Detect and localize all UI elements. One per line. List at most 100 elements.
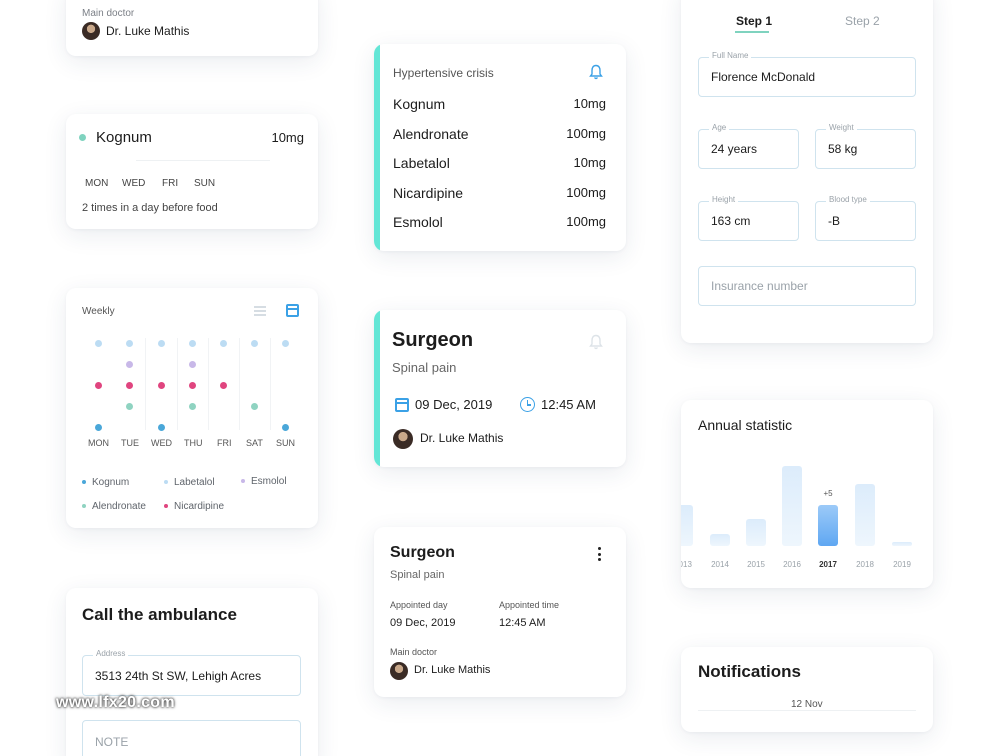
year-label-2019: 2019 — [893, 560, 911, 569]
legend-alendronate: Alendronate — [82, 501, 146, 512]
note-placeholder: NOTE — [95, 735, 129, 749]
weekly-dot — [189, 382, 196, 389]
hypertensive-crisis-card[interactable]: Hypertensive crisis Kognum 10mg Alendrona… — [374, 44, 626, 251]
list-icon[interactable] — [254, 306, 266, 316]
weekly-day-thu: THU — [184, 438, 203, 448]
weekly-dot — [189, 403, 196, 410]
doctor-avatar — [393, 429, 413, 449]
insurance-number-field[interactable]: Insurance number — [698, 266, 916, 306]
annual-statistic-card: Annual statistic 2013 2014 2015 2016 2017 +5 2… — [681, 400, 933, 588]
accent-bar — [374, 44, 380, 251]
weekly-grid-line — [270, 338, 271, 430]
weekly-dot — [220, 340, 227, 347]
weekly-dot — [126, 340, 133, 347]
medication-color-dot — [79, 134, 86, 141]
medication-day-fri: FRI — [162, 178, 179, 189]
bar-2017[interactable] — [818, 504, 838, 546]
medication-card[interactable]: Kognum 10mg MON WED FRI SUN 2 times in a… — [66, 114, 318, 229]
medication-instructions: 2 times in a day before food — [82, 202, 218, 214]
weight-field[interactable]: Weight 58 kg — [815, 123, 916, 169]
surgeon-title: Surgeon — [392, 329, 474, 351]
bell-outline-icon[interactable] — [589, 334, 603, 350]
doctor-name: Dr. Luke Mathis — [414, 664, 491, 676]
tab-step-1-underline — [735, 31, 769, 33]
legend-nicardipine: Nicardipine — [164, 501, 224, 512]
tab-step-1[interactable]: Step 1 — [736, 14, 773, 28]
blood-type-value: -B — [828, 214, 840, 228]
main-doctor-card: Main doctor Dr. Luke Mathis — [66, 0, 318, 56]
medication-name: Kognum — [96, 129, 152, 146]
weekly-dot — [126, 361, 133, 368]
weekly-dot — [282, 424, 289, 431]
weekly-dot — [158, 424, 165, 431]
bar-2018[interactable] — [855, 484, 875, 546]
crisis-item-name: Esmolol — [393, 214, 443, 230]
bell-icon[interactable] — [589, 64, 603, 80]
legend-kognum: Kognum — [82, 477, 129, 488]
doctor-avatar — [390, 662, 408, 680]
ambulance-title: Call the ambulance — [82, 605, 237, 624]
weekly-grid-line — [239, 338, 240, 430]
year-label-2017: 2017 — [819, 560, 837, 569]
patient-form-card: Step 1 Step 2 Full Name Florence McDonal… — [681, 0, 933, 343]
weekly-dot — [189, 340, 196, 347]
blood-type-label: Blood type — [826, 195, 870, 204]
weekly-dot — [189, 361, 196, 368]
age-field[interactable]: Age 24 years — [698, 123, 799, 169]
weekly-day-sat: SAT — [246, 438, 263, 448]
doctor-avatar — [82, 22, 100, 40]
year-label-2014: 2014 — [711, 560, 729, 569]
weekly-dot — [158, 382, 165, 389]
blood-type-field[interactable]: Blood type -B — [815, 195, 916, 241]
address-value: 3513 24th St SW, Lehigh Acres — [95, 668, 262, 683]
medication-day-sun: SUN — [194, 178, 216, 189]
crisis-item-dose: 100mg — [566, 185, 606, 200]
watermark: www.lfx20.com — [56, 694, 175, 711]
legend-esmolol: Esmolol — [241, 476, 287, 487]
legend-labetalol: Labetalol — [164, 477, 215, 488]
accent-bar — [374, 310, 380, 467]
crisis-item-2: Alendronate 100mg — [393, 126, 606, 142]
crisis-item-name: Labetalol — [393, 155, 450, 171]
full-name-field[interactable]: Full Name Florence McDonald — [698, 51, 916, 97]
bar-2014[interactable] — [710, 533, 730, 546]
main-doctor-label: Main doctor — [82, 8, 135, 19]
weekly-card: Weekly MON TUE WED THU FRI SAT SUN Kognu… — [66, 288, 318, 528]
note-field[interactable]: NOTE — [82, 720, 301, 756]
bar-2013[interactable] — [681, 504, 693, 546]
notification-date: 12 Nov — [783, 699, 831, 710]
crisis-item-name: Kognum — [393, 96, 446, 112]
surgeon-detail-card[interactable]: Surgeon Spinal pain Appointed day 09 Dec… — [374, 527, 626, 697]
surgeon-title: Surgeon — [390, 544, 455, 561]
insurance-placeholder: Insurance number — [711, 279, 808, 293]
appointment-date: 09 Dec, 2019 — [415, 397, 493, 412]
weekly-day-sun: SUN — [276, 438, 296, 448]
more-options-icon[interactable] — [598, 547, 602, 561]
bar-annotation: +5 — [823, 488, 833, 498]
bar-2016[interactable] — [782, 466, 802, 546]
year-label-2018: 2018 — [856, 560, 874, 569]
weight-value: 58 kg — [828, 142, 858, 156]
weekly-day-mon: MON — [88, 438, 109, 448]
tab-step-2[interactable]: Step 2 — [845, 14, 880, 28]
address-field[interactable]: Address 3513 24th St SW, Lehigh Acres — [82, 649, 301, 696]
bar-2019[interactable] — [892, 541, 912, 546]
weekly-day-tue: TUE — [121, 438, 139, 448]
appointed-day-value: 09 Dec, 2019 — [390, 617, 456, 629]
weekly-dot — [126, 403, 133, 410]
doctor-name: Dr. Luke Mathis — [420, 431, 504, 445]
ambulance-card: Call the ambulance Address 3513 24th St … — [66, 588, 318, 756]
medication-day-mon: MON — [85, 178, 109, 189]
full-name-value: Florence McDonald — [711, 70, 816, 84]
date-divider — [698, 710, 916, 711]
main-doctor-label: Main doctor — [390, 647, 438, 657]
doctor-name: Dr. Luke Mathis — [106, 24, 190, 38]
bar-2015[interactable] — [746, 519, 766, 546]
medication-dose: 10mg — [271, 130, 304, 145]
divider — [136, 160, 270, 161]
calendar-icon[interactable] — [286, 304, 299, 317]
crisis-item-3: Labetalol 10mg — [393, 155, 606, 171]
crisis-item-5: Esmolol 100mg — [393, 214, 606, 230]
surgeon-appointment-card[interactable]: Surgeon Spinal pain 09 Dec, 2019 12:45 A… — [374, 310, 626, 467]
height-field[interactable]: Height 163 cm — [698, 195, 799, 241]
